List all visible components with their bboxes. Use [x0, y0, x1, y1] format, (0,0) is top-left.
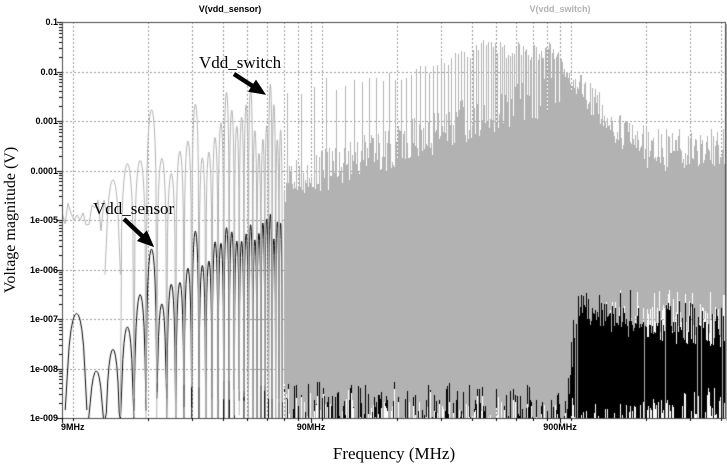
x-tick-label: 90MHz [296, 422, 326, 432]
y-axis-title: Voltage magnitude (V) [2, 146, 19, 294]
legend-vdd-sensor: V(vdd_sensor) [198, 4, 262, 14]
annotation-vdd-sensor: Vdd_sensor [93, 199, 175, 218]
y-tick-label: 0.001 [35, 116, 58, 126]
x-axis-title: Frequency (MHz) [332, 444, 456, 463]
vdd-sensor-arrow-icon [122, 217, 155, 248]
y-tick-label: 1e-007 [29, 314, 58, 324]
y-tick-label: 0.01 [40, 66, 58, 77]
x-tick-label: 900MHz [543, 422, 577, 432]
y-tick-label: 0.1 [45, 17, 58, 27]
x-tick-label: 9MHz [61, 422, 85, 432]
legend-vdd-switch: V(vdd_switch) [529, 4, 591, 14]
vdd-switch-arrow-icon [232, 72, 267, 95]
y-tick-label: 1e-005 [29, 215, 58, 225]
y-tick-label: 1e-008 [29, 363, 58, 374]
y-tick-label: 0.0001 [30, 165, 58, 176]
annotation-vdd-switch: Vdd_switch [199, 53, 282, 72]
y-tick-label: 1e-009 [29, 413, 58, 423]
y-tick-label: 1e-006 [29, 264, 58, 275]
